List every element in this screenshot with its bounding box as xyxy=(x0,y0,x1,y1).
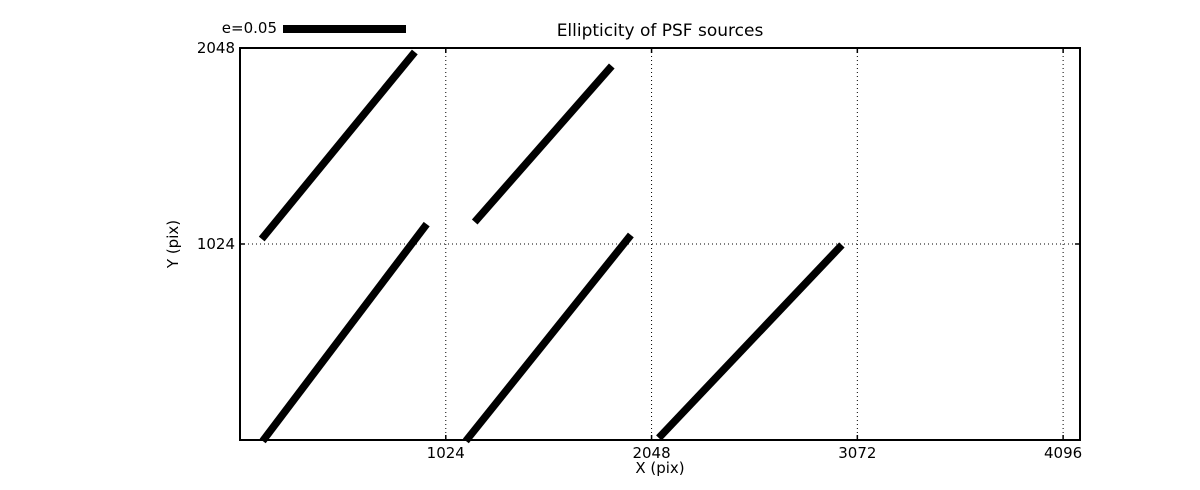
x-tick-label: 1024 xyxy=(426,444,465,462)
y-tick-label: 1024 xyxy=(196,235,235,253)
x-tick-label: 2048 xyxy=(632,444,671,462)
x-tick-label: 3072 xyxy=(838,444,877,462)
legend-scale-bar xyxy=(283,25,406,33)
x-tick-label: 4096 xyxy=(1044,444,1083,462)
ellipticity-whisker xyxy=(259,221,430,444)
ellipticity-whisker xyxy=(462,232,634,444)
ellipticity-whisker xyxy=(258,49,418,242)
ellipticity-whisker xyxy=(471,63,615,225)
x-axis-label: X (pix) xyxy=(635,459,685,477)
chart-title: Ellipticity of PSF sources xyxy=(556,21,764,41)
y-tick-label: 2048 xyxy=(196,39,235,57)
legend-label: e=0.05 xyxy=(221,19,277,37)
ellipticity-whisker xyxy=(656,242,845,441)
